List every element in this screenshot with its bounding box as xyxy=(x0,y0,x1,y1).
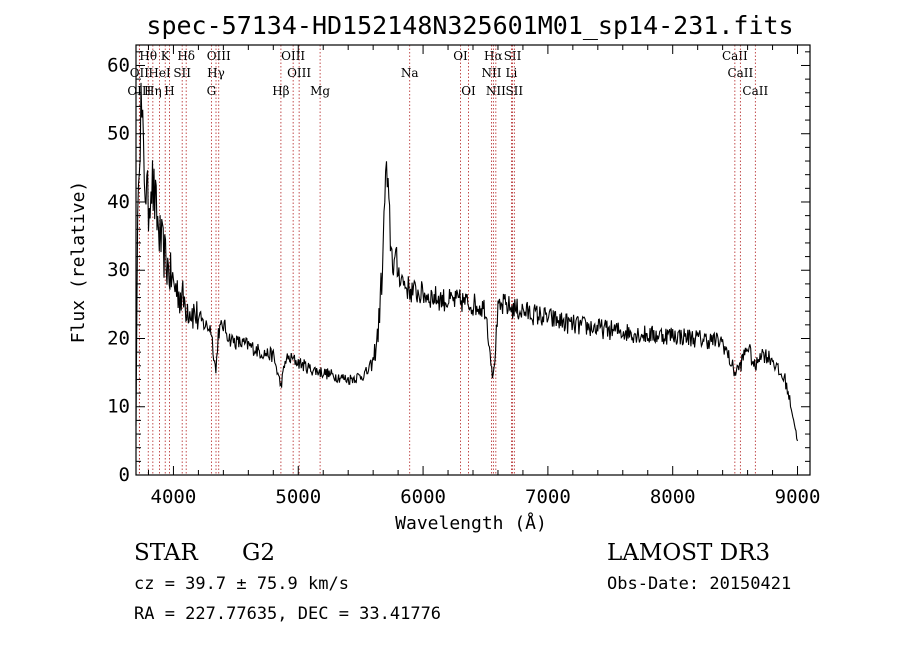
spectral-line-label: Na xyxy=(401,66,419,80)
y-tick-label: 0 xyxy=(119,464,130,486)
y-tick-label: 20 xyxy=(107,327,130,349)
y-tick-label: 50 xyxy=(107,123,130,145)
spectral-line-label: HeI xyxy=(148,66,171,80)
x-axis-label: Wavelength (Å) xyxy=(395,512,547,534)
axis-ticks-layer: 4000 5000 6000 7000 8000 9000 0 10 20 30 40 50 60 xyxy=(107,45,820,508)
redshift-text: cz = 39.7 ± 75.9 km/s xyxy=(134,574,349,594)
spectral-line-label: Hβ xyxy=(272,84,289,98)
spectral-line-label: OI xyxy=(453,49,468,63)
spectrum-series-line xyxy=(135,82,799,442)
plot-frame xyxy=(135,44,811,476)
x-tick-label: 9000 xyxy=(775,486,821,508)
ra-dec-text: RA = 227.77635, DEC = 33.41776 xyxy=(134,604,442,624)
x-tick-label: 8000 xyxy=(650,486,696,508)
obs-date-text: Obs-Date: 20150421 xyxy=(607,574,792,594)
y-tick-label: 30 xyxy=(107,259,130,281)
spectral-line-label: SII xyxy=(505,84,523,98)
spectral-line-label: Hη xyxy=(144,84,162,98)
chart-title: spec-57134-HD152148N325601M01_sp14-231.f… xyxy=(146,11,793,40)
spectral-line-label: CaII xyxy=(742,84,768,98)
spectral-line-label: OIII xyxy=(281,49,305,63)
spectral-line-label: OIII xyxy=(287,66,311,80)
spectral-line-label: K xyxy=(161,49,171,63)
spectral-line-label: SII xyxy=(504,49,522,63)
spectral-line-label: G xyxy=(207,84,217,98)
survey-label: LAMOST DR3 xyxy=(607,540,771,566)
x-tick-label: 7000 xyxy=(525,486,571,508)
spectral-line-label: OIII xyxy=(207,49,231,63)
y-tick-label: 40 xyxy=(107,191,130,213)
spectral-line-label: Hθ xyxy=(139,49,157,63)
spectral-line-label: Hα xyxy=(484,49,503,63)
object-class-label: STAR xyxy=(134,540,198,566)
spectral-line-label: OIII xyxy=(127,84,151,98)
spectral-line-label: H xyxy=(164,84,174,98)
object-subclass-label: G2 xyxy=(242,540,276,566)
x-tick-label: 5000 xyxy=(275,486,321,508)
spectral-line-label: Li xyxy=(506,66,518,80)
spectral-line-label: Hγ xyxy=(207,66,225,80)
spectral-line-label: CaII xyxy=(722,49,748,63)
spectral-line-label: Hδ xyxy=(177,49,195,63)
y-tick-label: 60 xyxy=(107,54,130,76)
x-tick-label: 4000 xyxy=(151,486,197,508)
spectral-line-label: CaII xyxy=(727,66,753,80)
spectral-line-label: SII xyxy=(173,66,191,80)
y-axis-label: Flux (relative) xyxy=(68,181,89,344)
spectral-line-label: OI xyxy=(461,84,476,98)
spectral-line-label: Mg xyxy=(310,84,330,98)
spectral-line-label: NII xyxy=(486,84,506,98)
y-tick-label: 10 xyxy=(107,396,130,418)
x-tick-label: 6000 xyxy=(400,486,446,508)
spectral-line-label: NII xyxy=(481,66,501,80)
